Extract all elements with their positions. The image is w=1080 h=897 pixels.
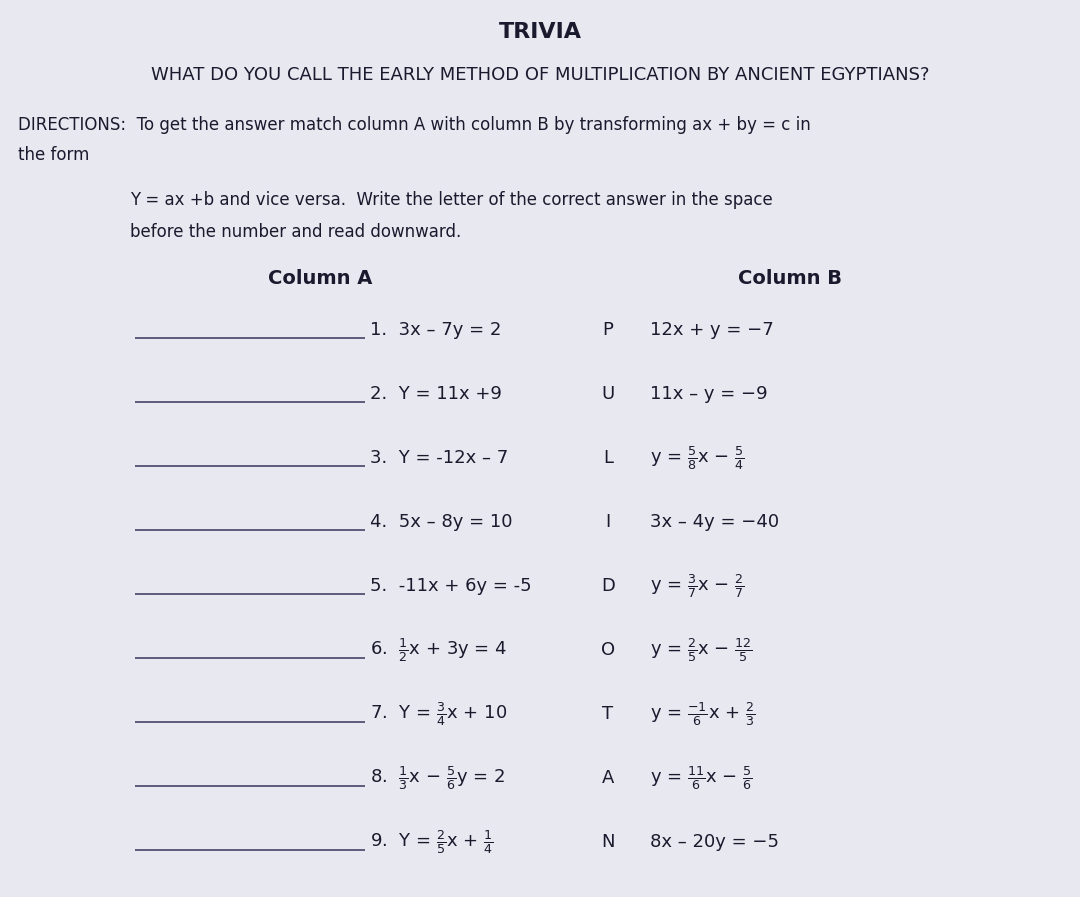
Text: y = $\frac{11}{6}$x $-$ $\frac{5}{6}$: y = $\frac{11}{6}$x $-$ $\frac{5}{6}$ bbox=[650, 764, 753, 792]
Text: WHAT DO YOU CALL THE EARLY METHOD OF MULTIPLICATION BY ANCIENT EGYPTIANS?: WHAT DO YOU CALL THE EARLY METHOD OF MUL… bbox=[151, 66, 929, 84]
Text: 3.  Y = -12x – 7: 3. Y = -12x – 7 bbox=[370, 449, 509, 467]
Text: 8.  $\frac{1}{3}$x $-$ $\frac{5}{6}$y = 2: 8. $\frac{1}{3}$x $-$ $\frac{5}{6}$y = 2 bbox=[370, 764, 505, 792]
Text: the form: the form bbox=[18, 146, 90, 164]
Text: P: P bbox=[603, 321, 613, 339]
Text: 4.  5x – 8y = 10: 4. 5x – 8y = 10 bbox=[370, 513, 513, 531]
Text: 1.  3x – 7y = 2: 1. 3x – 7y = 2 bbox=[370, 321, 501, 339]
Text: y = $\frac{5}{8}$x $-$ $\frac{5}{4}$: y = $\frac{5}{8}$x $-$ $\frac{5}{4}$ bbox=[650, 444, 744, 472]
Text: TRIVIA: TRIVIA bbox=[499, 22, 581, 42]
Text: 3x – 4y = −40: 3x – 4y = −40 bbox=[650, 513, 779, 531]
Text: T: T bbox=[603, 705, 613, 723]
Text: y = $\frac{3}{7}$x $-$ $\frac{2}{7}$: y = $\frac{3}{7}$x $-$ $\frac{2}{7}$ bbox=[650, 572, 744, 600]
Text: U: U bbox=[602, 385, 615, 403]
Text: 6.  $\frac{1}{2}$x + 3y = 4: 6. $\frac{1}{2}$x + 3y = 4 bbox=[370, 636, 508, 664]
Text: I: I bbox=[606, 513, 610, 531]
Text: N: N bbox=[602, 833, 615, 851]
Text: Column A: Column A bbox=[268, 268, 373, 288]
Text: 8x – 20y = −5: 8x – 20y = −5 bbox=[650, 833, 779, 851]
Text: before the number and read downward.: before the number and read downward. bbox=[130, 223, 461, 241]
Text: Y = ax +b and vice versa.  Write the letter of the correct answer in the space: Y = ax +b and vice versa. Write the lett… bbox=[130, 191, 773, 209]
Text: 11x – y = −9: 11x – y = −9 bbox=[650, 385, 768, 403]
Text: 12x + y = −7: 12x + y = −7 bbox=[650, 321, 773, 339]
Text: 5.  -11x + 6y = -5: 5. -11x + 6y = -5 bbox=[370, 577, 531, 595]
Text: A: A bbox=[602, 769, 615, 787]
Text: L: L bbox=[603, 449, 613, 467]
Text: D: D bbox=[602, 577, 615, 595]
Text: y = $\frac{2}{5}$x $-$ $\frac{12}{5}$: y = $\frac{2}{5}$x $-$ $\frac{12}{5}$ bbox=[650, 636, 753, 664]
Text: 7.  Y = $\frac{3}{4}$x + 10: 7. Y = $\frac{3}{4}$x + 10 bbox=[370, 700, 508, 728]
Text: Column B: Column B bbox=[738, 268, 842, 288]
Text: DIRECTIONS:  To get the answer match column A with column B by transforming ax +: DIRECTIONS: To get the answer match colu… bbox=[18, 116, 811, 134]
Text: 9.  Y = $\frac{2}{5}$x + $\frac{1}{4}$: 9. Y = $\frac{2}{5}$x + $\frac{1}{4}$ bbox=[370, 828, 494, 856]
Text: O: O bbox=[600, 641, 616, 659]
Text: 2.  Y = 11x +9: 2. Y = 11x +9 bbox=[370, 385, 502, 403]
Text: y = $\frac{-1}{6}$x + $\frac{2}{3}$: y = $\frac{-1}{6}$x + $\frac{2}{3}$ bbox=[650, 700, 755, 728]
